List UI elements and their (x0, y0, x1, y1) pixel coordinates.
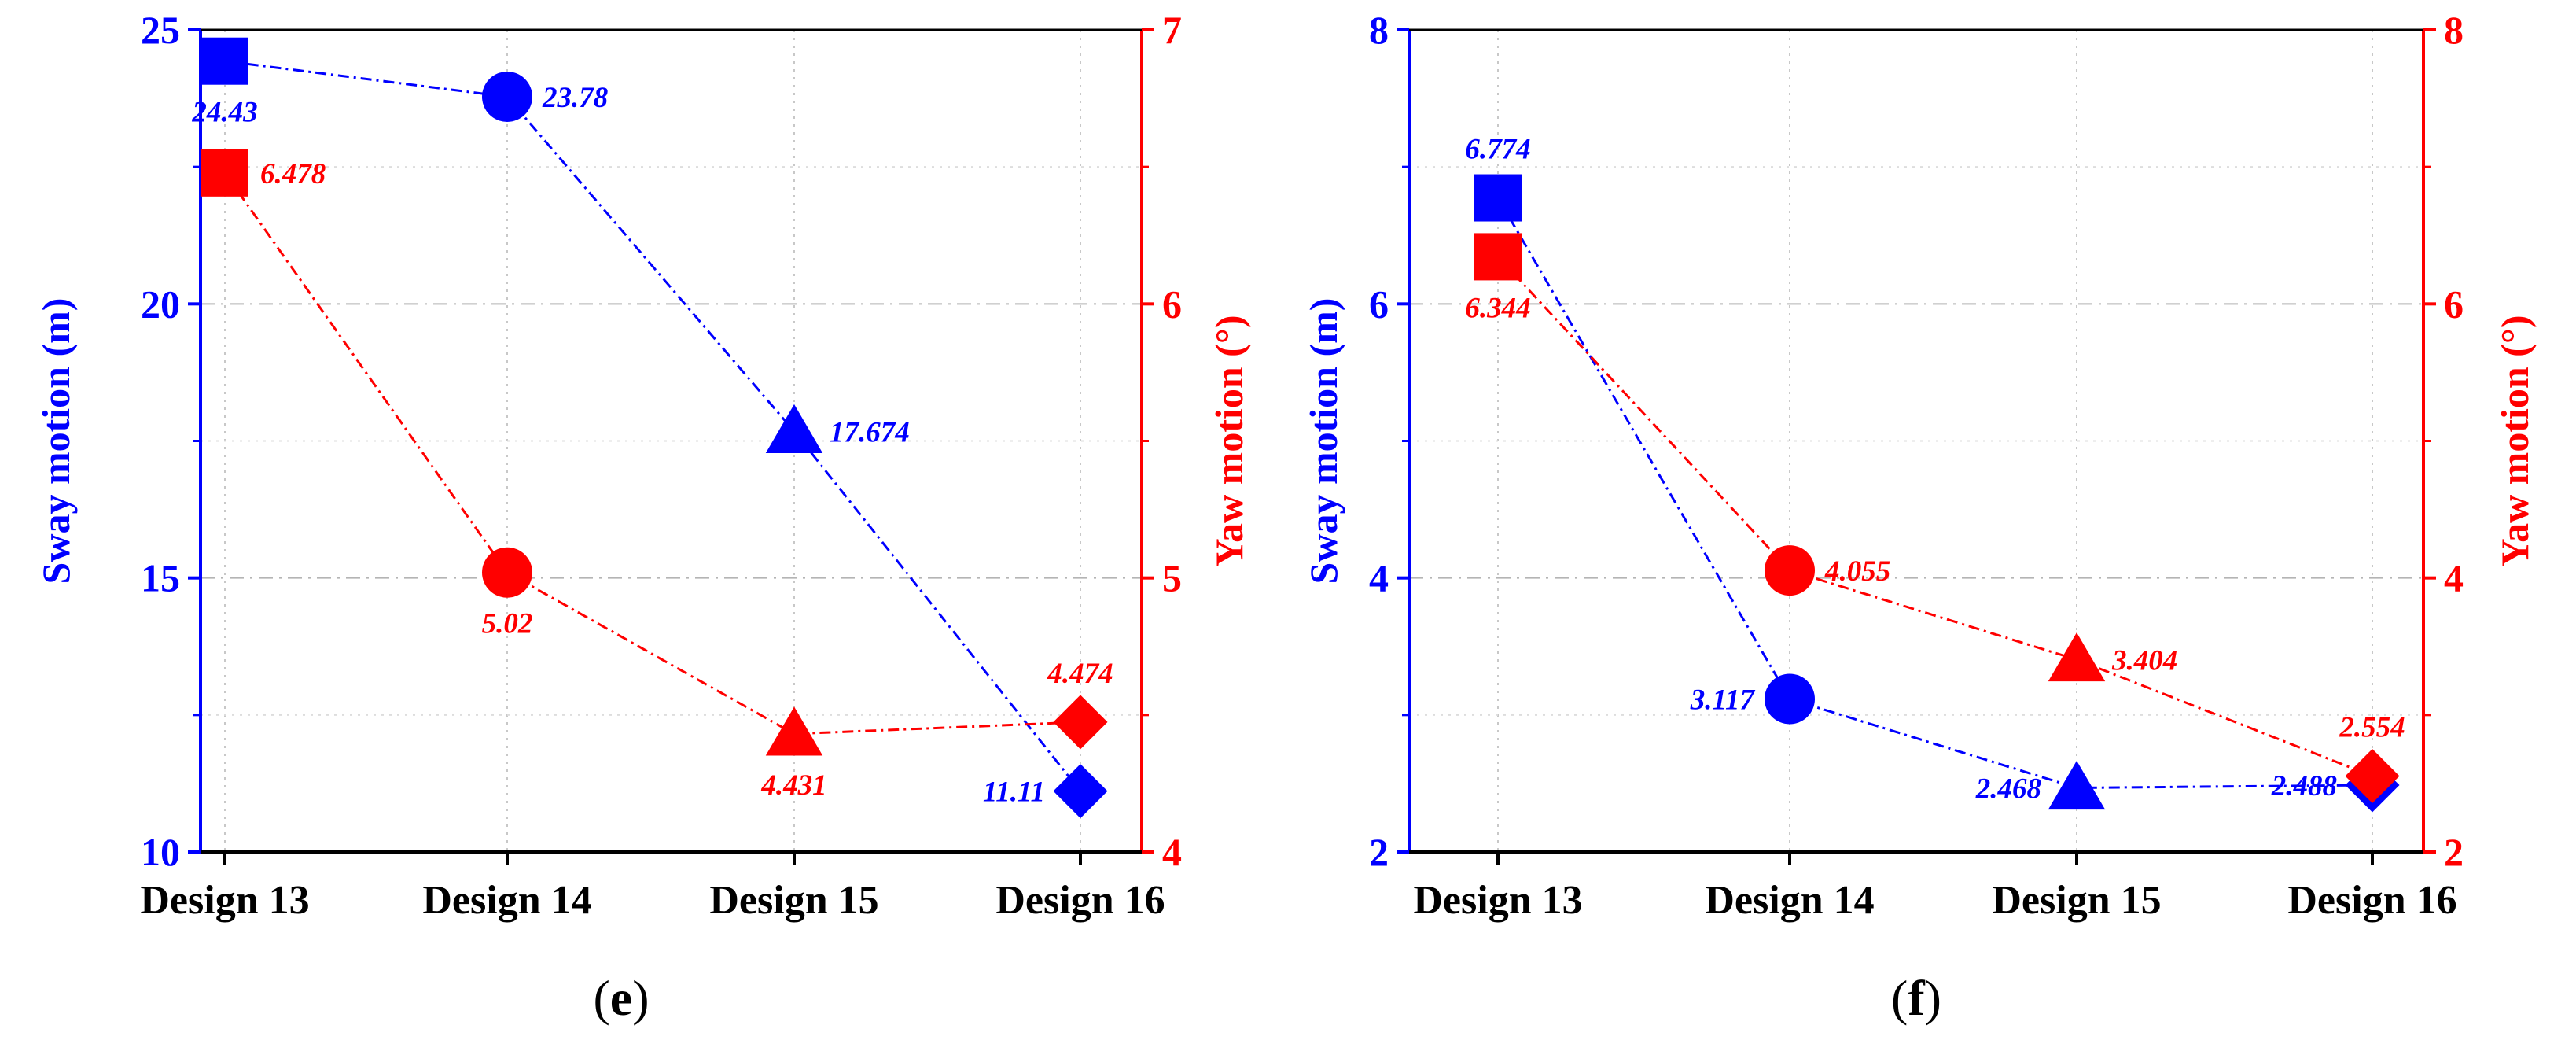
data-point-diamond (2345, 749, 2400, 804)
left-tick-label: 10 (141, 830, 180, 874)
right-axis-title: Yaw motion (°) (1207, 315, 1251, 567)
data-point-square (201, 149, 248, 197)
data-point-square (1474, 233, 1522, 281)
data-point-square (1474, 174, 1522, 222)
data-label: 23.78 (542, 82, 608, 114)
right-tick-label: 6 (2444, 282, 2464, 326)
right-tick-label: 4 (1162, 830, 1182, 874)
left-tick-label: 2 (1369, 830, 1389, 874)
data-point-triangle (2048, 632, 2106, 682)
data-label: 4.474 (1047, 658, 1113, 690)
data-point-triangle (765, 706, 823, 756)
series-line (1496, 197, 2373, 789)
data-label: 4.431 (760, 769, 826, 802)
panel-label-part: f (1908, 970, 1925, 1026)
right-tick-label: 6 (1162, 282, 1182, 326)
data-label: 4.055 (1824, 555, 1890, 588)
data-label: 17.674 (830, 416, 910, 448)
data-point-circle (1765, 545, 1815, 596)
right-tick-label: 2 (2444, 830, 2464, 874)
left-axis-title: Sway motion (m) (1301, 298, 1345, 585)
left-tick-label: 15 (141, 556, 180, 600)
right-axis-title: Yaw motion (°) (2493, 315, 2537, 567)
right-tick-label: 4 (2444, 556, 2464, 600)
chart-panel-f: 2 4 6 8 2 4 6 8 Design 13 Design 14 Design 15 Desig… (1301, 8, 2537, 1026)
category-label: Design 16 (995, 878, 1165, 923)
gridlines (201, 30, 1142, 852)
data-point-triangle (2048, 760, 2106, 810)
category-label: Design 15 (1992, 878, 2161, 923)
panel-label-part: ) (1925, 970, 1941, 1026)
data-label: 2.468 (1975, 773, 2041, 805)
series-line (223, 171, 1081, 736)
data-label: 11.11 (983, 776, 1045, 809)
data-point-circle (482, 71, 532, 122)
series-sway: 6.774 3.117 2.468 2.488 (1465, 134, 2400, 813)
data-label: 2.488 (2271, 770, 2337, 802)
left-tick-label: 25 (141, 8, 180, 52)
category-label: Design 13 (140, 878, 309, 923)
series-line (224, 60, 1082, 792)
series-yaw: 6.344 4.055 3.404 2.554 (1465, 233, 2405, 804)
gridlines (1409, 30, 2423, 852)
category-label: Design 15 (709, 878, 878, 923)
data-point-triangle (765, 404, 823, 453)
data-point-circle (1765, 673, 1815, 725)
panel-label-part: ( (1891, 970, 1908, 1026)
data-label: 3.117 (1690, 684, 1756, 716)
series-sway: 24.43 23.78 17.674 11.11 (191, 37, 1108, 819)
right-tick-label: 7 (1162, 8, 1182, 52)
panel-label-part: ( (593, 970, 609, 1026)
data-point-square (201, 37, 248, 85)
data-label: 3.404 (2111, 644, 2177, 677)
data-label: 5.02 (482, 608, 533, 640)
chart-panel-e: 10 15 20 25 4 5 6 7 Design 13 Design 14 Design 15 D… (34, 8, 1251, 1026)
left-tick-label: 20 (141, 282, 180, 326)
data-label: 6.774 (1465, 134, 1530, 166)
series-line (1496, 256, 2373, 777)
panel-label: (f) (1891, 970, 1941, 1026)
panel-label: (e) (593, 970, 649, 1026)
category-label: Design 14 (422, 878, 591, 923)
data-label: 6.344 (1465, 292, 1530, 324)
left-tick-label: 8 (1369, 8, 1389, 52)
right-tick-label: 5 (1162, 556, 1182, 600)
data-label: 2.554 (2339, 712, 2405, 744)
left-tick-label: 6 (1369, 282, 1389, 326)
data-label: 24.43 (191, 97, 257, 129)
left-axis-title: Sway motion (m) (34, 298, 78, 585)
series-yaw: 6.478 5.02 4.431 4.474 (201, 149, 1113, 802)
data-point-diamond (1053, 695, 1108, 750)
data-point-circle (482, 547, 532, 598)
panel-label-part: e (610, 970, 632, 1026)
right-tick-label: 8 (2444, 8, 2464, 52)
data-label: 6.478 (260, 158, 326, 190)
panel-label-part: ) (632, 970, 649, 1026)
category-label: Design 13 (1413, 878, 1582, 923)
data-point-diamond (1053, 764, 1108, 819)
category-label: Design 14 (1705, 878, 1874, 923)
left-tick-label: 4 (1369, 556, 1389, 600)
category-label: Design 16 (2287, 878, 2456, 923)
